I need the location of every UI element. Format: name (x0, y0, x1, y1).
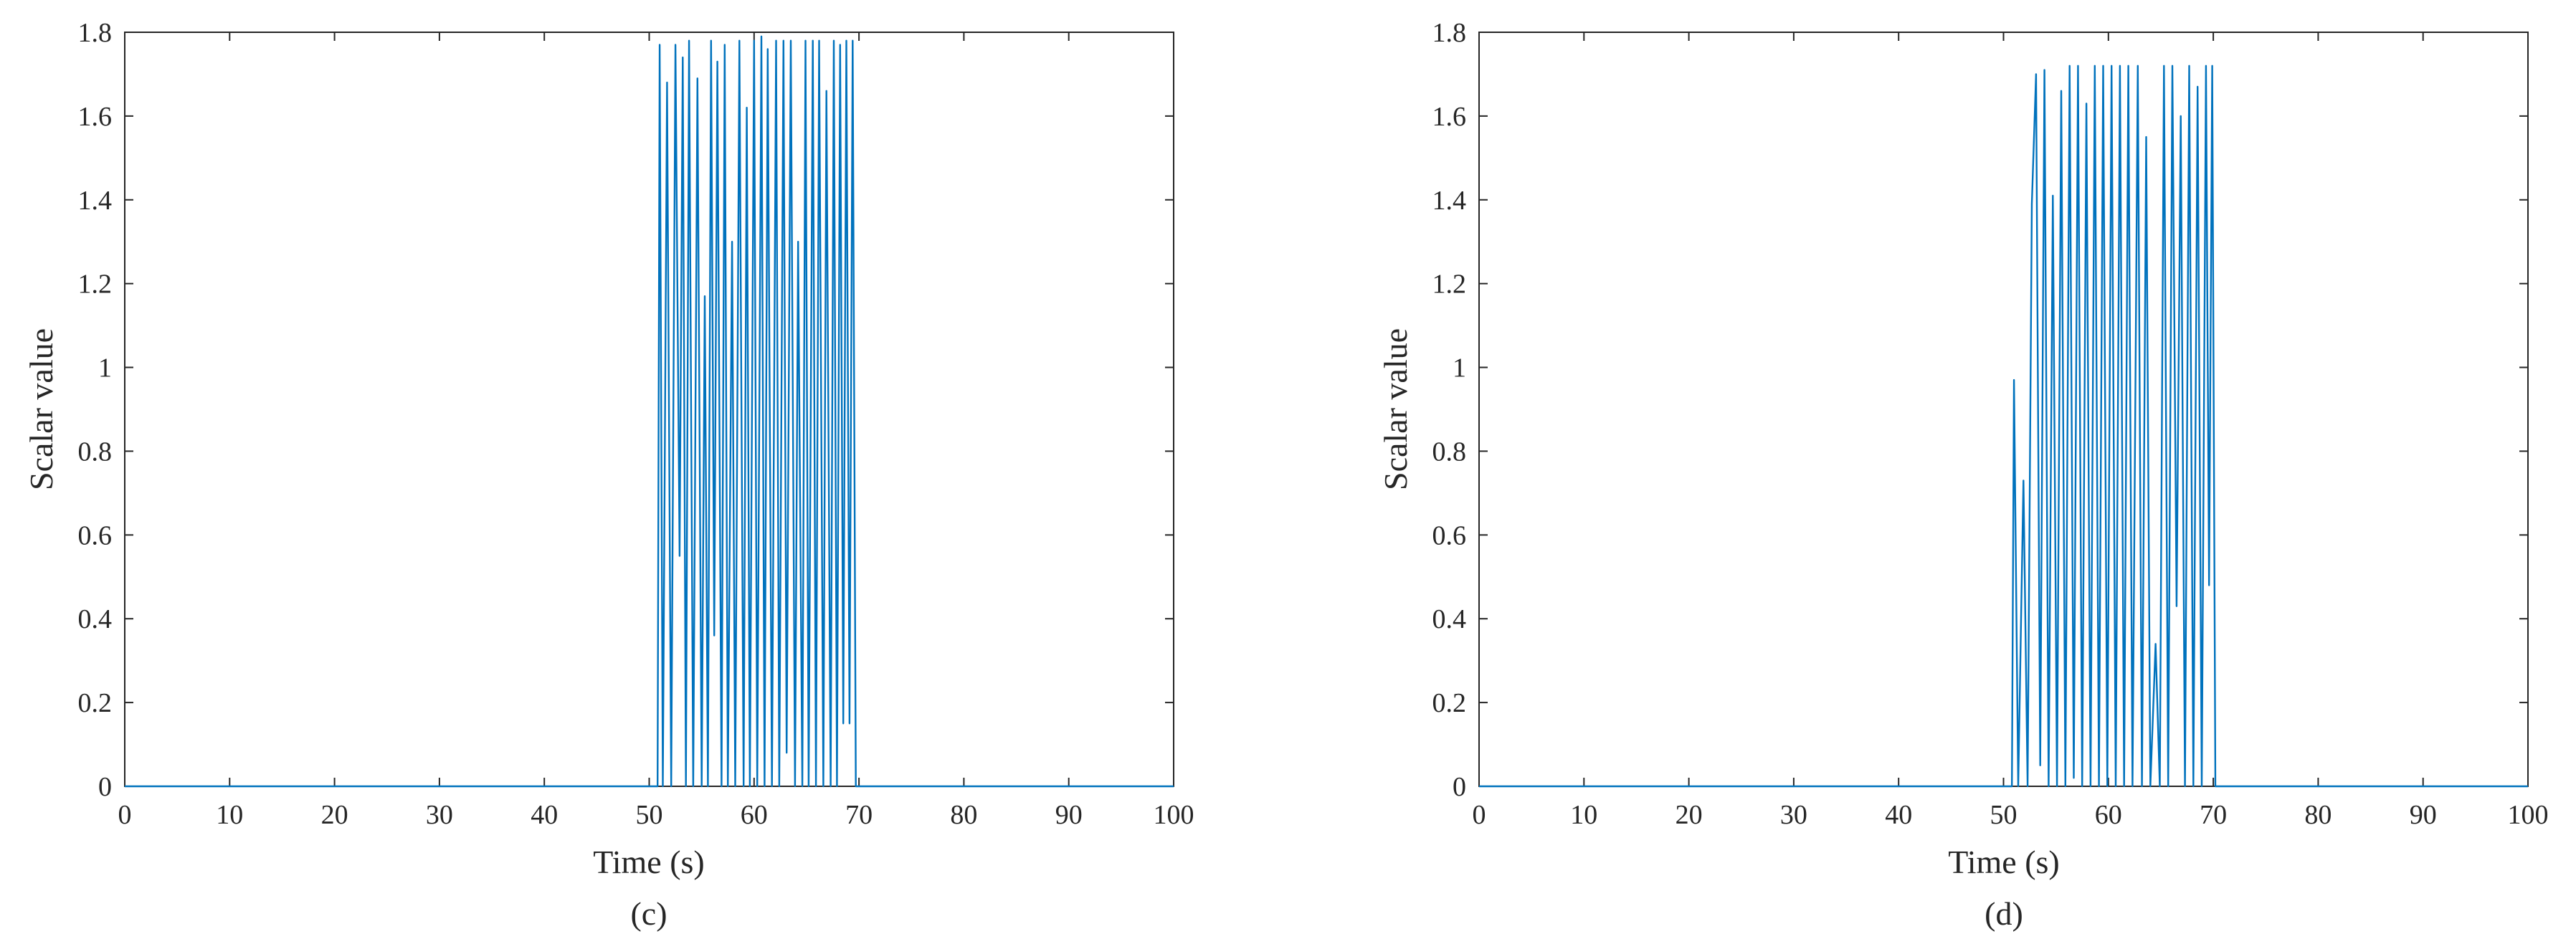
y-tick-label: 0.2 (1432, 688, 1467, 718)
x-tick-label: 90 (1055, 800, 1083, 830)
x-tick-label: 30 (426, 800, 453, 830)
y-tick-label: 1.4 (1432, 186, 1467, 216)
x-tick-label: 80 (2304, 800, 2332, 830)
chart-panel-c: 0 0.2 0.4 0.6 0.8 1 1.2 1.4 1.6 1.8 0 10 20 30 40 50 60… (23, 18, 1194, 932)
y-tick-label: 1.4 (78, 186, 113, 216)
x-tick-label: 80 (950, 800, 977, 830)
y-tick-label: 0.2 (78, 688, 113, 718)
y-tick-label: 0.6 (78, 520, 113, 550)
x-tick-label: 10 (1570, 800, 1597, 830)
y-tick-label: 1.8 (1432, 18, 1467, 48)
x-axis-label: Time (s) (593, 844, 705, 880)
x-tick-label: 60 (2095, 800, 2122, 830)
x-tick-label: 0 (1473, 800, 1486, 830)
y-tick-label: 0 (98, 772, 112, 802)
x-tick-label: 20 (321, 800, 348, 830)
x-tick-label: 50 (636, 800, 663, 830)
x-tick-labels: 0 10 20 30 40 50 60 70 80 90 100 (118, 800, 1194, 830)
x-axis-label: Time (s) (1948, 844, 2060, 880)
x-tick-label: 40 (1885, 800, 1912, 830)
series-line (125, 35, 1174, 788)
series-line (1479, 65, 2528, 788)
x-tick-label: 70 (845, 800, 873, 830)
axis-ticks (124, 32, 1174, 787)
y-tick-label: 0.8 (78, 437, 113, 467)
y-tick-label: 1.6 (1432, 102, 1467, 132)
y-tick-label: 1 (1453, 353, 1466, 383)
x-tick-labels: 0 10 20 30 40 50 60 70 80 90 100 (1473, 800, 2549, 830)
x-tick-label: 30 (1780, 800, 1807, 830)
plot-frame (1478, 32, 2529, 787)
chart-panel-d: 0 0.2 0.4 0.6 0.8 1 1.2 1.4 1.6 1.8 0 10 20 30 40 50 60… (1377, 18, 2549, 932)
chart-caption: (d) (1985, 895, 2023, 932)
y-tick-label: 0.4 (78, 604, 113, 634)
x-tick-label: 10 (216, 800, 243, 830)
x-tick-label: 90 (2410, 800, 2437, 830)
y-tick-label: 0 (1453, 772, 1466, 802)
x-tick-label: 70 (2200, 800, 2227, 830)
x-tick-label: 20 (1676, 800, 1703, 830)
y-tick-label: 1 (98, 353, 112, 383)
x-tick-label: 50 (1990, 800, 2017, 830)
chart-caption: (c) (630, 895, 667, 932)
x-tick-label: 100 (1154, 800, 1194, 830)
x-tick-label: 0 (118, 800, 132, 830)
y-axis-label: Scalar value (1377, 328, 1414, 490)
y-tick-label: 1.2 (1432, 270, 1467, 300)
y-tick-label: 1.8 (78, 18, 113, 48)
plot-frame (124, 32, 1174, 787)
y-tick-label: 0.8 (1432, 437, 1467, 467)
y-tick-label: 1.2 (78, 270, 113, 300)
x-tick-label: 40 (531, 800, 558, 830)
y-tick-label: 0.4 (1432, 604, 1467, 634)
x-tick-label: 60 (741, 800, 768, 830)
y-tick-label: 1.6 (78, 102, 113, 132)
y-tick-labels: 0 0.2 0.4 0.6 0.8 1 1.2 1.4 1.6 1.8 (1432, 18, 1467, 802)
x-tick-label: 100 (2508, 800, 2549, 830)
y-tick-label: 0.6 (1432, 520, 1467, 550)
axis-ticks (1478, 32, 2529, 787)
y-tick-labels: 0 0.2 0.4 0.6 0.8 1 1.2 1.4 1.6 1.8 (78, 18, 113, 802)
y-axis-label: Scalar value (23, 328, 60, 490)
